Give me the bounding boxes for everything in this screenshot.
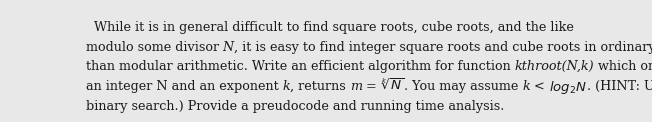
Text: an integer N and an exponent: an integer N and an exponent	[85, 80, 282, 93]
Text: k: k	[523, 80, 531, 93]
Text: N: N	[223, 41, 234, 54]
Text: $log_2N$: $log_2N$	[549, 79, 587, 96]
Text: kthroot(N,k): kthroot(N,k)	[514, 60, 594, 73]
Text: =: =	[362, 80, 381, 93]
Text: modulo some divisor: modulo some divisor	[85, 41, 223, 54]
Text: . (HINT: Use: . (HINT: Use	[587, 80, 652, 93]
Text: k: k	[282, 80, 290, 93]
Text: $\sqrt[k]{N}$: $\sqrt[k]{N}$	[381, 78, 404, 93]
Text: binary search.) Provide a preudocode and running time analysis.: binary search.) Provide a preudocode and…	[85, 100, 504, 113]
Text: which on input of: which on input of	[594, 60, 652, 73]
Text: , returns: , returns	[290, 80, 349, 93]
Text: m: m	[349, 80, 362, 93]
Text: , it is easy to find integer square roots and cube roots in ordinary, rather: , it is easy to find integer square root…	[234, 41, 652, 54]
Text: <: <	[531, 80, 549, 93]
Text: than modular arithmetic. Write an efficient algorithm for function: than modular arithmetic. Write an effici…	[85, 60, 514, 73]
Text: While it is in general difficult to find square roots, cube roots, and the like: While it is in general difficult to find…	[94, 21, 574, 34]
Text: . You may assume: . You may assume	[404, 80, 523, 93]
